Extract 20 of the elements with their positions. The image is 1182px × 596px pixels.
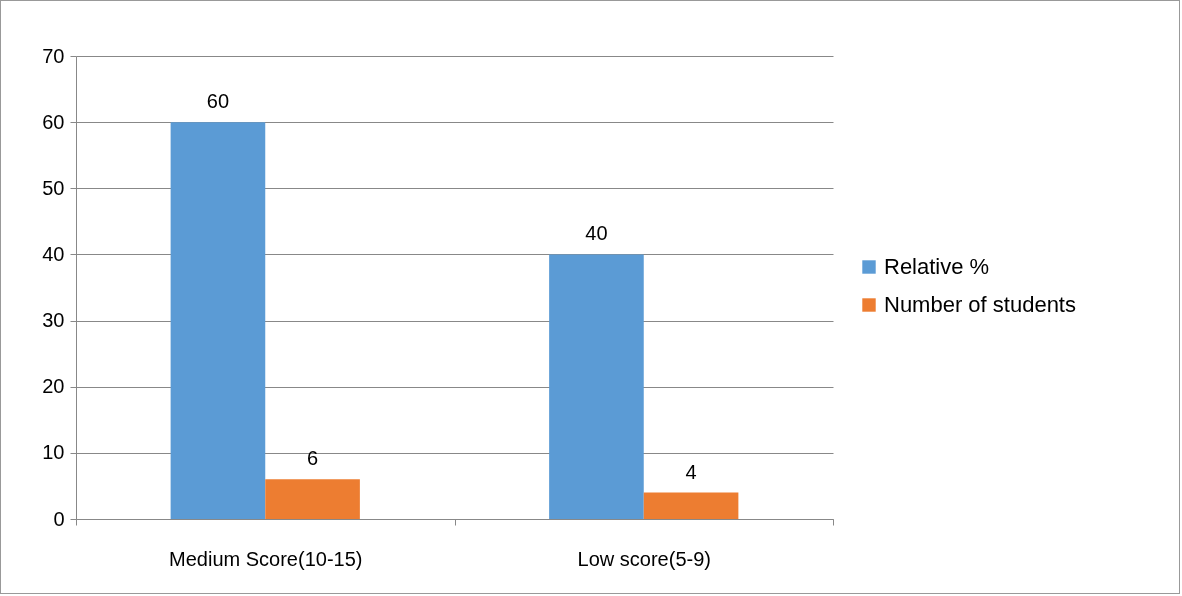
y-tick-label: 70: [42, 44, 65, 67]
x-tick-label: Medium Score(10-15): [169, 547, 363, 570]
y-tick-label: 40: [42, 242, 65, 265]
y-tick-label: 50: [42, 176, 65, 199]
y-tick-label: 0: [53, 507, 65, 530]
legend-label: Number of students: [884, 292, 1076, 317]
y-tick-label: 10: [42, 441, 65, 464]
bar: [170, 122, 266, 519]
data-label: 6: [307, 447, 319, 470]
data-label: 40: [585, 222, 608, 245]
bar: [265, 479, 360, 519]
x-tick-label: Low score(5-9): [577, 547, 711, 570]
y-tick-label: 30: [42, 309, 65, 332]
data-label: 4: [685, 460, 697, 483]
data-label: 60: [206, 90, 230, 113]
y-tick-label: 60: [42, 110, 65, 133]
bar: [549, 254, 644, 519]
bar: [643, 492, 739, 519]
y-tick-label: 20: [42, 375, 65, 398]
legend-label: Relative %: [884, 254, 990, 279]
